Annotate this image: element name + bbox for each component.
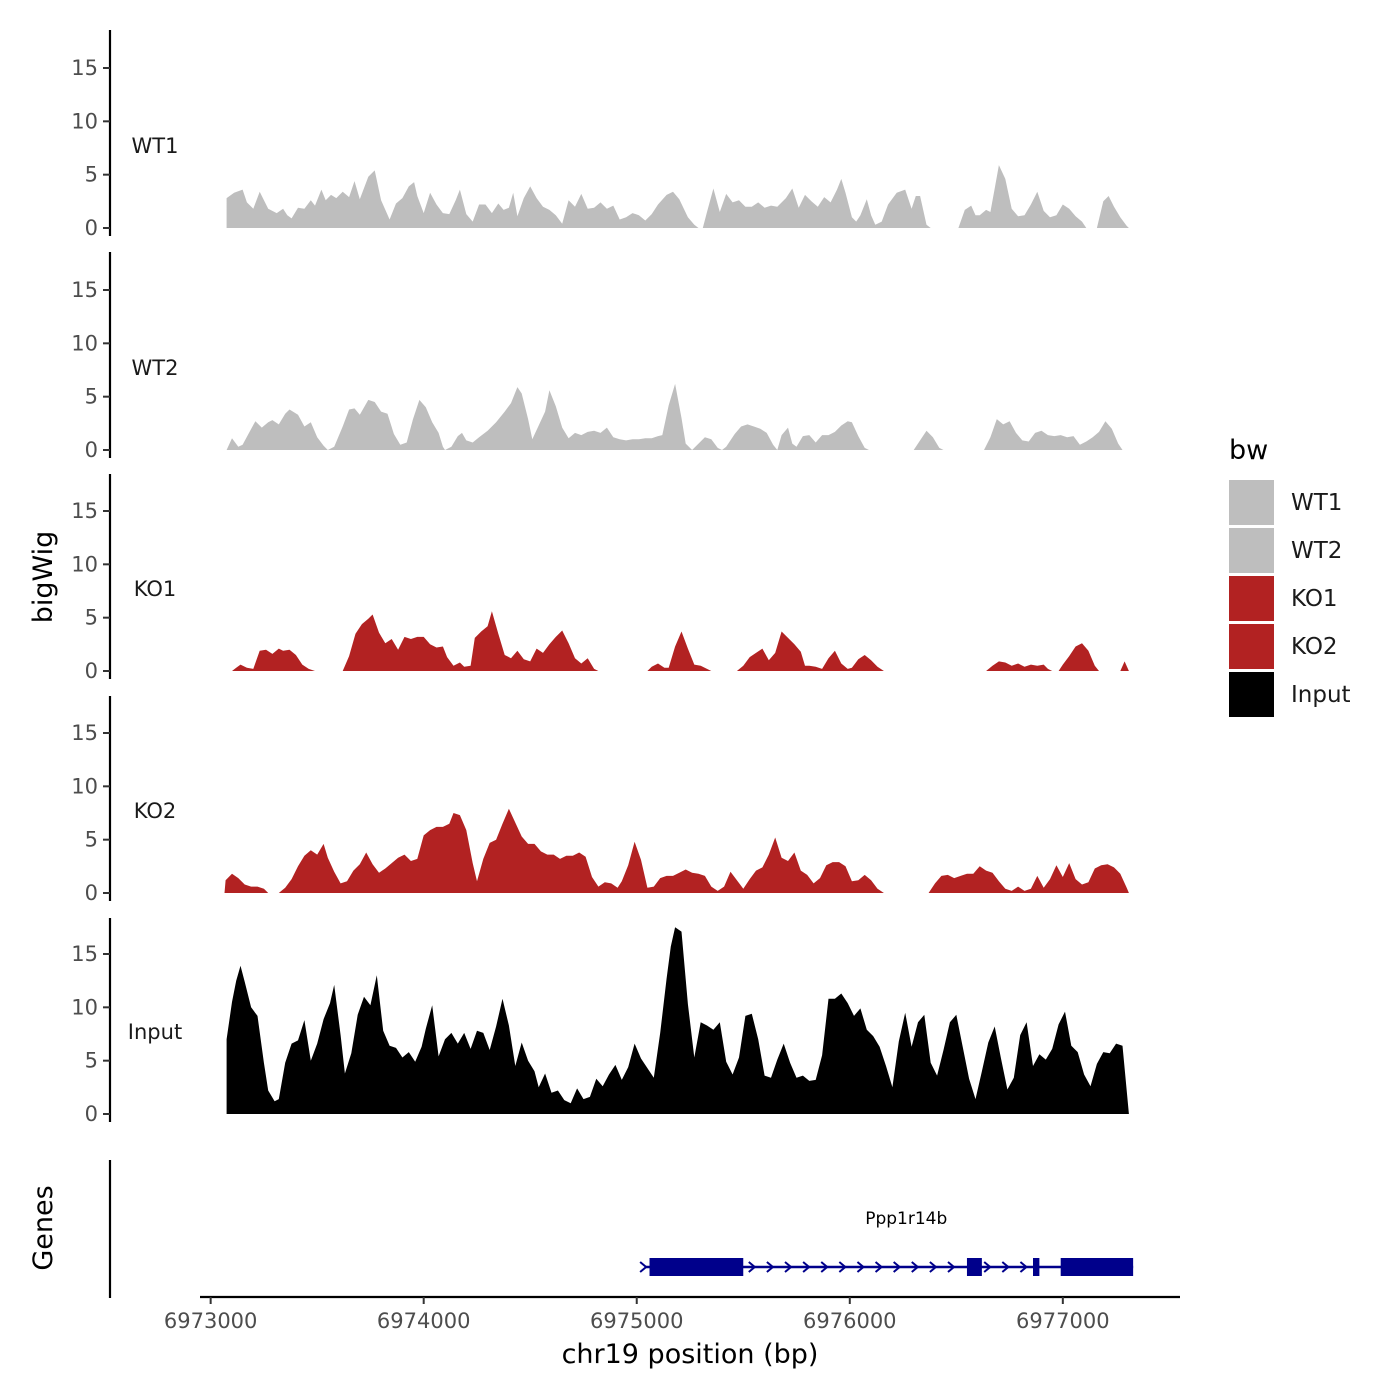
area-wt1 xyxy=(226,165,1129,228)
gene-exon xyxy=(1060,1258,1134,1276)
area-wt2 xyxy=(226,383,1123,450)
y-tick-label: 15 xyxy=(71,499,98,523)
bigwig-tracks: 0 5 10 15 WT1 0 5 10 15 WT2 0 5 10 15 KO1 0 5 10 15 KO2 0 5 10… xyxy=(71,30,1129,1126)
gene-exon xyxy=(966,1258,982,1276)
gene-exon xyxy=(1033,1258,1040,1276)
strand-arrow-icon xyxy=(929,1261,938,1273)
track-ko1: 0 5 10 15 KO1 xyxy=(71,474,1129,683)
y-tick-label: 10 xyxy=(71,552,98,576)
legend-label-ko2: KO2 xyxy=(1291,634,1338,660)
strand-arrow-icon xyxy=(802,1261,811,1273)
strand-arrow-icon xyxy=(893,1261,902,1273)
y-tick-label: 0 xyxy=(85,438,98,462)
y-tick-label: 5 xyxy=(85,606,98,630)
x-axis-title: chr19 position (bp) xyxy=(562,1339,819,1370)
y-tick-label: 0 xyxy=(85,1102,98,1126)
legend-label-wt2: WT2 xyxy=(1291,538,1342,564)
y-tick-label: 5 xyxy=(85,385,98,409)
legend-label-wt1: WT1 xyxy=(1291,490,1342,516)
strand-arrow-icon xyxy=(784,1261,793,1273)
strand-arrow-icon xyxy=(820,1261,829,1273)
y-tick-label: 5 xyxy=(85,1049,98,1073)
legend-swatch-ko1 xyxy=(1229,576,1274,621)
strand-arrow-icon xyxy=(639,1261,648,1273)
track-ko2: 0 5 10 15 KO2 xyxy=(71,696,1129,905)
y-tick-label: 15 xyxy=(71,942,98,966)
x-tick-label: 6976000 xyxy=(803,1309,897,1333)
x-tick-label: 6973000 xyxy=(164,1309,258,1333)
y-tick-label: 0 xyxy=(85,659,98,683)
area-ko2 xyxy=(224,808,1129,893)
strand-arrow-icon xyxy=(748,1261,757,1273)
legend-title: bw xyxy=(1229,435,1268,466)
y-tick-label: 0 xyxy=(85,881,98,905)
legend-swatch-input xyxy=(1229,672,1274,717)
y-tick-label: 5 xyxy=(85,828,98,852)
track-wt1: 0 5 10 15 WT1 xyxy=(71,30,1129,240)
strand-arrow-icon xyxy=(983,1261,992,1273)
track-label: WT1 xyxy=(132,134,179,158)
legend-label-input: Input xyxy=(1291,682,1351,708)
strand-arrow-icon xyxy=(874,1261,884,1273)
track-input: 0 5 10 15 Input xyxy=(71,918,1129,1126)
track-label: KO1 xyxy=(134,577,177,601)
genes-axis-title: Genes xyxy=(28,1185,59,1270)
y-tick-label: 10 xyxy=(71,774,98,798)
y-tick-label: 0 xyxy=(85,216,98,240)
strand-arrow-icon xyxy=(1001,1261,1010,1273)
gene-track: Ppp1r14b xyxy=(108,1160,1134,1298)
area-input xyxy=(226,927,1129,1114)
y-tick-label: 15 xyxy=(71,721,98,745)
y-tick-label: 10 xyxy=(71,995,98,1019)
legend: bw WT1 WT2 KO1 KO2 Input xyxy=(1229,435,1351,717)
area-ko1 xyxy=(232,611,1129,671)
x-tick-label: 6975000 xyxy=(590,1309,684,1333)
y-axis-title: bigWig xyxy=(28,531,59,624)
strand-arrow-icon xyxy=(838,1261,847,1273)
strand-arrow-icon xyxy=(856,1261,865,1273)
y-tick-label: 5 xyxy=(85,163,98,187)
y-tick-label: 10 xyxy=(71,331,98,355)
legend-label-ko1: KO1 xyxy=(1291,586,1338,612)
y-tick-label: 10 xyxy=(71,109,98,133)
gene-label: Ppp1r14b xyxy=(865,1209,947,1229)
legend-swatch-wt1 xyxy=(1229,480,1274,525)
x-axis: 6973000 6974000 6975000 6976000 6977000 xyxy=(164,1295,1180,1333)
track-wt2: 0 5 10 15 WT2 xyxy=(71,252,1123,462)
y-tick-label: 15 xyxy=(71,278,98,302)
strand-arrow-icon xyxy=(911,1261,920,1273)
x-tick-label: 6977000 xyxy=(1016,1309,1110,1333)
x-tick-label: 6974000 xyxy=(377,1309,471,1333)
gene-exon xyxy=(649,1258,744,1276)
legend-swatch-ko2 xyxy=(1229,624,1274,669)
y-tick-label: 15 xyxy=(71,56,98,80)
strand-arrow-icon xyxy=(1019,1261,1028,1273)
track-label: WT2 xyxy=(132,356,179,380)
strand-arrow-icon xyxy=(766,1261,775,1273)
strand-arrow-icon xyxy=(947,1261,956,1273)
legend-swatch-wt2 xyxy=(1229,528,1274,573)
track-label: Input xyxy=(128,1020,182,1044)
track-label: KO2 xyxy=(134,799,177,823)
